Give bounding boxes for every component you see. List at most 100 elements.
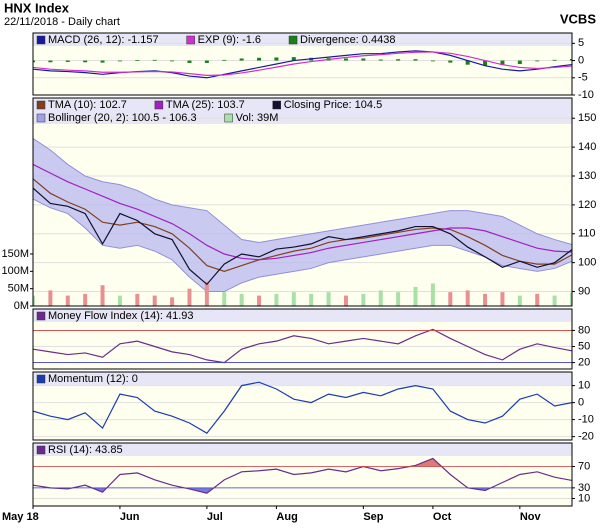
divergence-bar: [170, 60, 175, 62]
x-tick-label: May 18: [2, 511, 39, 523]
volume-bar: [291, 292, 296, 306]
panel-border: [32, 442, 573, 507]
legend-swatch: [186, 35, 195, 45]
y-tick-label: 30: [578, 482, 590, 494]
y-tick-label: 150: [578, 112, 596, 124]
divergence-bar: [239, 58, 244, 61]
x-tick-label: Jun: [120, 511, 140, 523]
x-tick-label: Aug: [276, 511, 297, 523]
series-line: [33, 163, 572, 261]
x-tick-label: Jul: [207, 511, 223, 523]
volume-bar: [309, 293, 314, 306]
y-tick-label: 50: [578, 340, 590, 352]
divergence-bar: [100, 60, 105, 63]
divergence-bar: [187, 60, 192, 63]
divergence-bar: [83, 60, 88, 63]
divergence-bar: [117, 60, 122, 62]
y-tick-label: 10: [578, 492, 590, 504]
legend-label: Divergence: 0.4438: [300, 34, 395, 46]
y-tick-label: 0: [578, 54, 584, 66]
divergence-bar: [204, 60, 209, 63]
y-tick-label: 130: [578, 170, 596, 182]
panel-border: [32, 32, 573, 96]
volume-bar: [396, 292, 401, 306]
volume-bar: [239, 293, 244, 306]
legend-swatch: [272, 100, 281, 110]
y-tick-label: 10: [578, 380, 590, 392]
series-line: [33, 457, 572, 494]
y2-tick-label: 100M: [1, 265, 29, 277]
volume-bar: [100, 285, 105, 306]
divergence-bar: [152, 59, 157, 61]
volume-bar: [65, 295, 70, 306]
legend-label: RSI (14): 43.85: [48, 444, 123, 456]
volume-bar: [413, 286, 418, 306]
legend-swatch: [154, 100, 164, 110]
chart-title: HNX Index: [4, 0, 70, 15]
level-fill: [33, 458, 572, 467]
volume-bar: [222, 292, 227, 306]
legend-swatch: [36, 311, 46, 321]
y-tick-label: -5: [578, 72, 588, 84]
y-tick-label: 0: [578, 397, 584, 409]
plot-area: [33, 42, 572, 95]
volume-bar: [378, 290, 383, 306]
volume-bar: [361, 293, 366, 306]
volume-bar: [535, 293, 540, 306]
volume-bar: [170, 297, 175, 306]
legend-swatch: [224, 113, 233, 123]
y-tick-label: 5: [578, 37, 584, 49]
legend-swatch: [36, 374, 46, 384]
divergence-bar: [465, 60, 470, 65]
divergence-bar: [378, 59, 383, 61]
y-tick-label: 120: [578, 199, 596, 211]
divergence-bar: [291, 57, 296, 61]
volume-bar: [483, 293, 488, 306]
legend-label: Money Flow Index (14): 41.93: [48, 310, 194, 322]
legend-label: EXP (9): -1.6: [198, 34, 261, 46]
divergence-bar: [483, 60, 488, 66]
panel-border: [32, 97, 573, 307]
x-tick-label: Sep: [363, 511, 383, 523]
legend-label: TMA (25): 103.7: [166, 99, 245, 111]
volume-bar: [517, 295, 522, 306]
divergence-bar: [222, 59, 227, 61]
divergence-bar: [448, 60, 453, 63]
legend-strip: [33, 98, 572, 124]
y-tick-label: 90: [578, 285, 590, 297]
y-tick-label: 80: [578, 324, 590, 336]
volume-bar: [204, 281, 209, 306]
divergence-bar: [500, 60, 505, 66]
volume-bar: [117, 295, 122, 306]
y2-tick-label: 50M: [8, 283, 29, 295]
volume-bar: [274, 293, 279, 306]
y-tick-label: 100: [578, 257, 596, 269]
volume-bar: [500, 292, 505, 306]
legend-strip: [33, 309, 572, 322]
legend-label: Bollinger (20, 2): 100.5 - 106.3: [48, 112, 197, 124]
divergence-bar: [361, 58, 366, 61]
y-tick-label: 110: [578, 228, 596, 240]
divergence-bar: [570, 59, 572, 61]
series-line: [33, 328, 572, 364]
legend-swatch: [36, 35, 46, 45]
chart-subtitle: 22/11/2018 - Daily chart: [4, 16, 120, 28]
legend-strip: [33, 372, 572, 385]
volume-bar: [152, 295, 157, 306]
divergence-bar: [274, 57, 279, 61]
volume-bar: [257, 295, 262, 306]
legend-strip: [33, 443, 572, 456]
volume-bar: [552, 295, 557, 306]
volume-bar: [187, 288, 192, 306]
series-line: [33, 178, 572, 272]
y-tick-label: -20: [578, 431, 594, 443]
panel-border: [32, 371, 573, 441]
series-line: [33, 187, 572, 286]
legend-label: Closing Price: 104.5: [284, 99, 382, 111]
y2-tick-label: 150M: [1, 248, 29, 260]
volume-bar: [33, 295, 35, 306]
volume-bar: [343, 295, 348, 306]
divergence-bar: [413, 59, 418, 61]
divergence-bar: [535, 60, 540, 62]
